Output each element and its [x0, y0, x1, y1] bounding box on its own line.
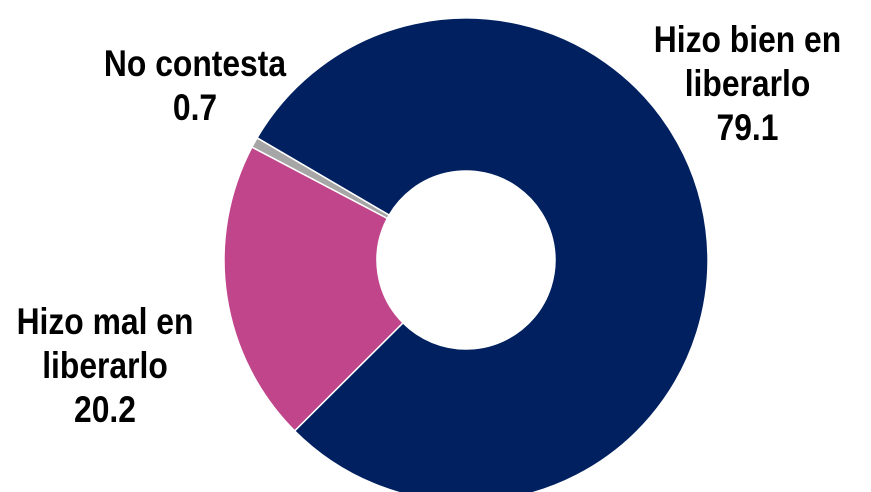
- donut-slices: [223, 17, 709, 492]
- donut-slice-2: [223, 146, 405, 432]
- slice-label-line: liberarlo: [684, 63, 811, 104]
- slice-label-no-contesta: No contesta 0.7: [96, 42, 294, 130]
- slice-label-line: Hizo mal en: [16, 301, 194, 342]
- donut-slice-1: [256, 17, 709, 492]
- slice-value-label: 0.7: [172, 87, 218, 128]
- slice-label-line: liberarlo: [42, 345, 168, 386]
- slice-value-label: 79.1: [716, 107, 779, 148]
- slice-value-label: 20.2: [74, 389, 136, 430]
- slice-label-hizo-bien: Hizo bien en liberarlo 79.1: [646, 18, 848, 150]
- slice-label-line: No contesta: [103, 43, 287, 84]
- slice-label-hizo-mal: Hizo mal en liberarlo 20.2: [15, 300, 196, 432]
- slice-label-line: Hizo bien en: [653, 19, 842, 60]
